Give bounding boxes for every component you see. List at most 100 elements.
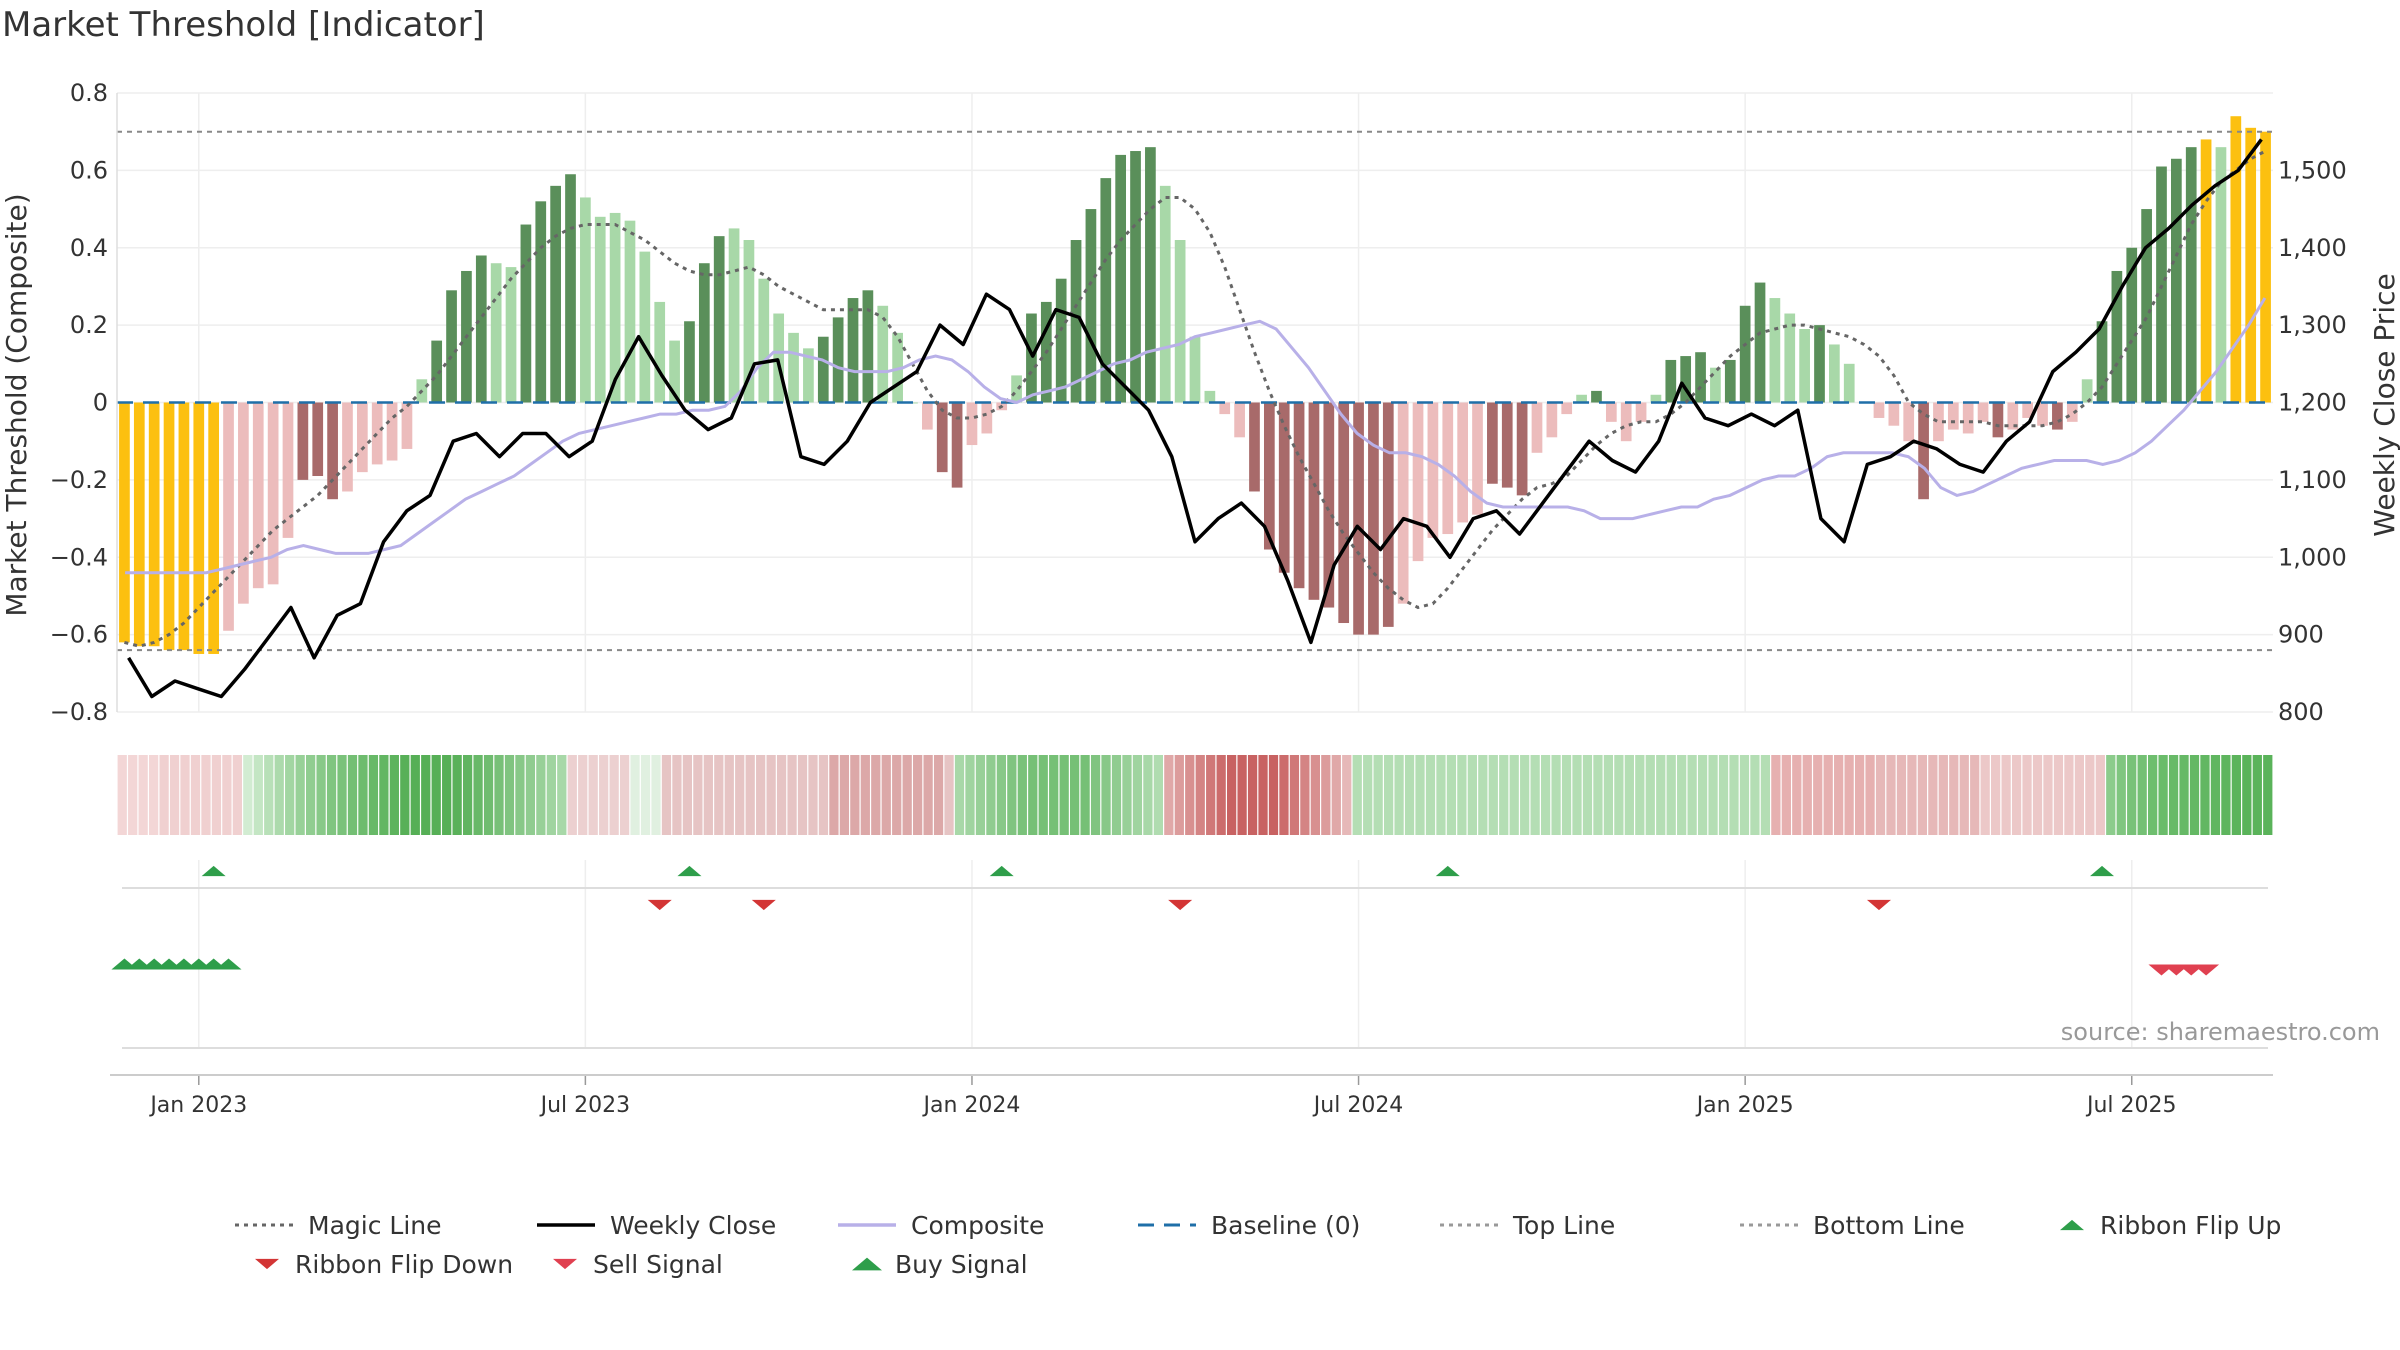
ribbon-cell — [337, 755, 347, 835]
ribbon-cell — [1258, 755, 1268, 835]
y-axis-label: Market Threshold (Composite) — [0, 193, 33, 616]
composite-bar — [2066, 402, 2078, 422]
composite-bar — [713, 236, 725, 403]
ribbon-cell — [1404, 755, 1415, 835]
legend-swatch — [553, 1258, 577, 1270]
legend-label: Buy Signal — [895, 1250, 1028, 1279]
composite-bar — [594, 216, 606, 403]
composite-bar — [1665, 359, 1677, 403]
ribbon-cell — [2210, 755, 2221, 835]
y2-axis-label: Weekly Close Price — [2368, 273, 2400, 536]
x-tick-label: Jul 2025 — [2085, 1093, 2177, 1118]
composite-bar — [535, 201, 547, 403]
composite-bar — [847, 298, 859, 403]
ribbon-cell — [913, 755, 923, 835]
ribbon-cell — [2043, 755, 2053, 835]
composite-bar — [1100, 178, 1112, 403]
composite-bar — [1278, 402, 1290, 573]
ribbon-cell — [1446, 755, 1457, 835]
ribbon-cell — [1226, 755, 1237, 835]
ribbon-cell — [1101, 755, 1111, 835]
composite-bar — [1145, 147, 1156, 403]
composite-bar — [2170, 158, 2182, 403]
composite-bar — [2052, 402, 2063, 430]
x-tick-label: Jan 2023 — [148, 1093, 247, 1118]
composite-bar — [1962, 402, 1974, 434]
ribbon-cell — [1436, 755, 1446, 835]
ribbon-cell — [1300, 755, 1310, 835]
ribbon-cell — [410, 755, 420, 835]
ribbon-cell — [745, 755, 755, 835]
legend-item: Top Line — [1440, 1211, 1615, 1240]
ribbon-cell — [944, 755, 954, 835]
ribbon-cell — [2148, 755, 2158, 835]
ribbon-cell — [1394, 755, 1404, 835]
legend-label: Composite — [911, 1211, 1044, 1240]
ribbon-cell — [1007, 755, 1017, 835]
y2-tick-label: 1,500 — [2278, 156, 2347, 184]
ribbon-cell — [975, 755, 986, 835]
ribbon-cell — [682, 755, 693, 835]
y2-tick-label: 1,200 — [2278, 389, 2347, 417]
composite-bar — [2260, 131, 2271, 403]
ribbon-cell — [2231, 755, 2242, 835]
ribbon-cell — [1520, 755, 1530, 835]
legend-label: Magic Line — [308, 1211, 442, 1240]
ribbon-cell — [1132, 755, 1143, 835]
ribbon-flip-up-marker — [989, 865, 1014, 877]
composite-bar — [1531, 402, 1543, 453]
ribbon-cell — [619, 755, 630, 835]
legend-item: Composite — [838, 1211, 1044, 1240]
ribbon-cell — [1781, 755, 1791, 835]
composite-bar — [1695, 352, 1706, 403]
ribbon-cell — [714, 755, 724, 835]
ribbon-cell — [2064, 755, 2074, 835]
composite-bar — [327, 402, 338, 500]
ribbon-cell — [808, 755, 818, 835]
ribbon-cell — [609, 755, 619, 835]
ribbon-cell — [295, 755, 305, 835]
ribbon-cell — [431, 755, 441, 835]
ribbon-cell — [1991, 755, 2001, 835]
chart-title: Market Threshold [Indicator] — [2, 5, 485, 45]
ribbon-cell — [1593, 755, 1603, 835]
composite-bar — [684, 321, 695, 403]
ribbon-cell — [1509, 755, 1519, 835]
ribbon-cell — [1645, 755, 1655, 835]
ribbon-cell — [1614, 755, 1624, 835]
ribbon-cell — [1331, 755, 1341, 835]
ribbon-cell — [797, 755, 808, 835]
composite-bar — [2111, 270, 2123, 403]
composite-bar — [386, 402, 398, 461]
ribbon-cell — [1823, 755, 1833, 835]
composite-bar — [1680, 356, 1692, 403]
legend-swatch — [852, 1257, 882, 1271]
ribbon-cell — [567, 755, 577, 835]
ribbon-cell — [1059, 755, 1069, 835]
y-tick-label: −0.8 — [50, 698, 108, 726]
ribbon-cell — [1017, 755, 1027, 835]
ribbon-cell — [1687, 755, 1697, 835]
composite-bar — [1620, 402, 1632, 442]
ribbon-strip — [117, 755, 2273, 835]
composite-bar — [1249, 402, 1260, 492]
composite-line — [125, 297, 2267, 575]
ribbon-cell — [2179, 755, 2189, 835]
composite-bar — [1308, 402, 1320, 600]
x-tick-label: Jul 2024 — [1312, 1093, 1404, 1118]
ribbon-cell — [2127, 755, 2137, 835]
ribbon-cell — [1090, 755, 1101, 835]
ribbon-flip-up-marker — [677, 865, 702, 877]
composite-bar — [1947, 402, 1959, 430]
ribbon-cell — [1478, 755, 1488, 835]
axes: 0.8 0.6 0.4 0.2 0 −0.2 −0.4 −0.6 −0.8 1,500 1,400 1… — [50, 79, 2347, 1118]
y2-tick-label: 1,100 — [2278, 466, 2347, 494]
ribbon-cell — [2001, 755, 2011, 835]
ribbon-cell — [1708, 755, 1718, 835]
composite-bar — [773, 313, 785, 403]
ribbon-cell — [703, 755, 713, 835]
ribbon-cell — [211, 755, 222, 835]
composite-bar — [1710, 367, 1721, 403]
y-tick-label: −0.2 — [50, 466, 108, 494]
